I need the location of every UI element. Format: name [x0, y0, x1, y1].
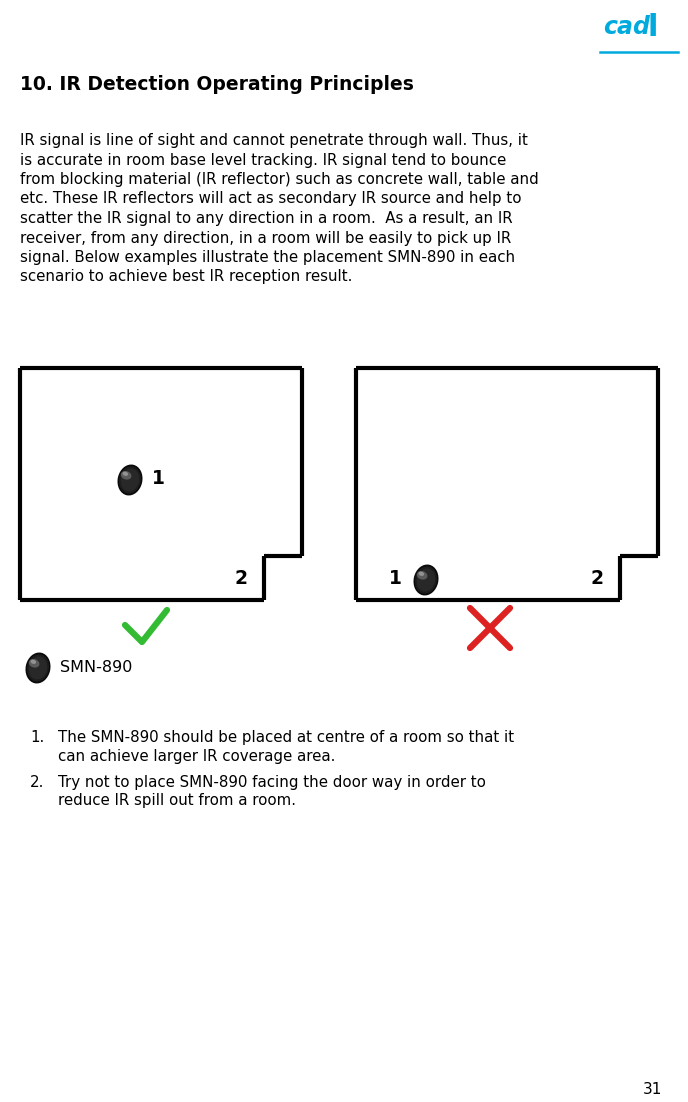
- Ellipse shape: [417, 569, 436, 592]
- Text: signal. Below examples illustrate the placement SMN-890 in each: signal. Below examples illustrate the pl…: [20, 250, 515, 264]
- Text: cad: cad: [603, 15, 650, 39]
- Text: is accurate in room base level tracking. IR signal tend to bounce: is accurate in room base level tracking.…: [20, 152, 506, 168]
- Ellipse shape: [415, 566, 437, 594]
- Text: 10. IR Detection Operating Principles: 10. IR Detection Operating Principles: [20, 75, 414, 94]
- Ellipse shape: [121, 468, 139, 491]
- Ellipse shape: [29, 659, 39, 668]
- Text: 1.: 1.: [30, 730, 44, 745]
- Ellipse shape: [413, 564, 438, 595]
- Text: 1: 1: [389, 569, 402, 587]
- Ellipse shape: [418, 572, 424, 576]
- Text: receiver, from any direction, in a room will be easily to pick up IR: receiver, from any direction, in a room …: [20, 230, 511, 246]
- Ellipse shape: [25, 652, 50, 683]
- Text: IR signal is line of sight and cannot penetrate through wall. Thus, it: IR signal is line of sight and cannot pe…: [20, 133, 528, 148]
- Ellipse shape: [118, 465, 142, 496]
- Text: 2: 2: [235, 569, 248, 587]
- Text: The SMN-890 should be placed at centre of a room so that it: The SMN-890 should be placed at centre o…: [58, 730, 514, 745]
- Ellipse shape: [30, 660, 36, 663]
- Text: l: l: [647, 13, 658, 42]
- Text: scenario to achieve best IR reception result.: scenario to achieve best IR reception re…: [20, 270, 352, 284]
- Bar: [356, 368, 658, 599]
- Text: Try not to place SMN-890 facing the door way in order to: Try not to place SMN-890 facing the door…: [58, 775, 486, 790]
- Ellipse shape: [119, 466, 141, 494]
- Text: can achieve larger IR coverage area.: can achieve larger IR coverage area.: [58, 748, 335, 764]
- Bar: [20, 368, 302, 599]
- Text: from blocking material (IR reflector) such as concrete wall, table and: from blocking material (IR reflector) su…: [20, 172, 539, 187]
- Ellipse shape: [121, 471, 131, 479]
- Ellipse shape: [417, 571, 427, 580]
- Text: 31: 31: [643, 1082, 662, 1096]
- Text: SMN-890: SMN-890: [60, 659, 132, 674]
- Text: reduce IR spill out from a room.: reduce IR spill out from a room.: [58, 793, 296, 809]
- Text: 2.: 2.: [30, 775, 44, 790]
- Text: 1: 1: [152, 468, 165, 487]
- Ellipse shape: [29, 657, 47, 680]
- Text: 2: 2: [591, 569, 604, 587]
- Ellipse shape: [122, 472, 128, 476]
- Ellipse shape: [27, 655, 49, 682]
- Text: etc. These IR reflectors will act as secondary IR source and help to: etc. These IR reflectors will act as sec…: [20, 192, 522, 206]
- Text: scatter the IR signal to any direction in a room.  As a result, an IR: scatter the IR signal to any direction i…: [20, 210, 513, 226]
